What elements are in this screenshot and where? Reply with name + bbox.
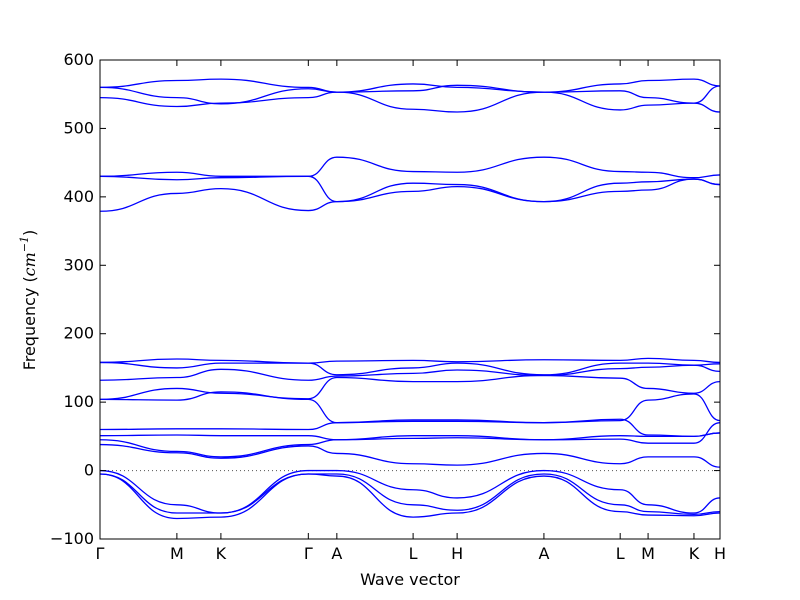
- band-line-1: [99, 78, 721, 113]
- band-line-10: [99, 374, 721, 401]
- y-tick-label: 0: [84, 461, 94, 480]
- y-tick-label: 500: [63, 118, 94, 137]
- band-line-15: [99, 443, 721, 468]
- x-tick-label: K: [216, 544, 227, 563]
- band-line-8: [99, 361, 721, 376]
- band-line-7: [99, 357, 721, 364]
- band-line-9: [99, 364, 721, 381]
- x-tick-label: H: [714, 544, 726, 563]
- x-tick-label: Γ: [304, 544, 313, 563]
- x-axis-label: Wave vector: [360, 570, 460, 589]
- band-line-14: [99, 422, 721, 458]
- y-tick-label: 400: [63, 187, 94, 206]
- x-tick-label: L: [409, 544, 418, 563]
- band-line-16: [99, 469, 721, 514]
- y-tick-label: 100: [63, 392, 94, 411]
- y-tick-label: 600: [63, 50, 94, 69]
- x-tick-label: H: [451, 544, 463, 563]
- x-tick-label: M: [641, 544, 655, 563]
- band-line-13: [99, 432, 721, 441]
- x-tick-label: M: [170, 544, 184, 563]
- band-line-18: [99, 473, 721, 520]
- band-line-17: [99, 473, 721, 516]
- band-line-12: [99, 418, 721, 438]
- x-tick-label: L: [616, 544, 625, 563]
- band-line-6: [99, 178, 721, 212]
- band-line-4: [99, 156, 721, 179]
- y-axis-label: Frequency (cm−1): [18, 230, 39, 371]
- plot-frame: [99, 59, 721, 540]
- y-tick-label: 300: [63, 255, 94, 274]
- plot-area: [99, 78, 721, 520]
- x-tick-label: A: [538, 544, 549, 563]
- band-line-11: [99, 391, 721, 424]
- x-tick-label: K: [689, 544, 700, 563]
- y-tick-label: −100: [50, 529, 94, 548]
- band-line-5: [99, 175, 721, 203]
- band-line-3: [99, 84, 721, 113]
- x-tick-label: A: [331, 544, 342, 563]
- x-tick-label: Γ: [96, 544, 105, 563]
- y-tick-label: 200: [63, 324, 94, 343]
